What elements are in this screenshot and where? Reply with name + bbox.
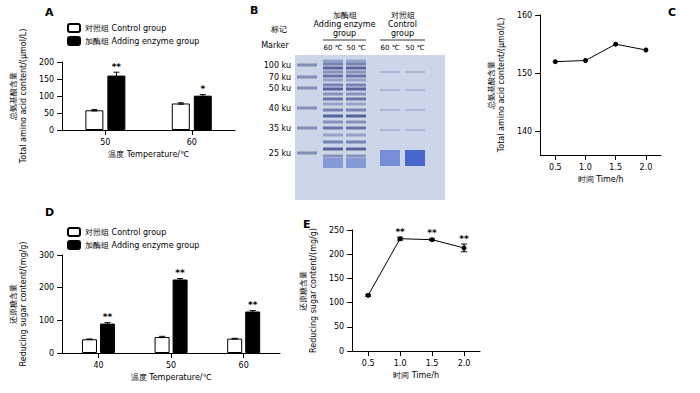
svg-text:35 ku: 35 ku: [269, 124, 291, 133]
svg-text:200: 200: [39, 58, 54, 67]
svg-text:150: 150: [329, 274, 344, 283]
svg-text:总氨基酸含量: 总氨基酸含量: [9, 72, 18, 121]
svg-text:0.5: 0.5: [549, 163, 562, 172]
svg-text:温度 Temperature/℃: 温度 Temperature/℃: [108, 150, 189, 159]
svg-text:**: **: [427, 228, 437, 238]
svg-text:160: 160: [517, 11, 532, 20]
svg-text:Total amino acid content/(μmol: Total amino acid content/(μmol/L): [19, 29, 28, 165]
svg-text:0: 0: [49, 126, 54, 135]
svg-text:*: *: [200, 84, 205, 94]
svg-text:Total amino acid content/(μmol: Total amino acid content/(μmol/L): [497, 18, 506, 154]
svg-text:50: 50: [166, 361, 176, 370]
svg-text:时间 Time/h: 时间 Time/h: [578, 175, 624, 184]
svg-text:200: 200: [329, 250, 344, 259]
svg-text:**: **: [395, 227, 405, 237]
svg-text:100: 100: [39, 316, 54, 325]
svg-text:100: 100: [329, 298, 344, 307]
svg-text:D: D: [45, 206, 54, 219]
svg-text:40: 40: [93, 361, 103, 370]
svg-text:0.5: 0.5: [362, 359, 375, 368]
svg-text:**: **: [103, 312, 113, 322]
svg-text:60 ℃: 60 ℃: [381, 44, 400, 52]
svg-text:25 ku: 25 ku: [269, 149, 291, 158]
svg-text:50: 50: [44, 109, 54, 118]
svg-text:**: **: [248, 300, 258, 310]
svg-text:300: 300: [39, 251, 54, 260]
svg-text:对照组Controlgroup: 对照组Controlgroup: [388, 11, 417, 38]
svg-text:B: B: [250, 4, 258, 17]
svg-text:50 ku: 50 ku: [269, 84, 291, 93]
svg-text:加酶组 Adding enzyme group: 加酶组 Adding enzyme group: [85, 241, 199, 250]
svg-text:对照组 Control group: 对照组 Control group: [85, 228, 166, 237]
svg-text:2.0: 2.0: [458, 359, 471, 368]
svg-text:总氨基酸含量: 总氨基酸含量: [487, 61, 496, 110]
svg-text:E: E: [303, 218, 311, 231]
svg-text:140: 140: [517, 127, 532, 136]
svg-text:50 ℃: 50 ℃: [347, 44, 366, 52]
svg-text:Marker: Marker: [261, 41, 289, 50]
svg-text:50 ℃: 50 ℃: [406, 44, 425, 52]
svg-text:标记: 标记: [270, 25, 287, 34]
svg-text:Reducing sugar content/(mg/g): Reducing sugar content/(mg/g): [19, 242, 28, 367]
svg-text:60 ℃: 60 ℃: [324, 44, 343, 52]
svg-text:1.5: 1.5: [609, 163, 622, 172]
svg-text:100: 100: [39, 92, 54, 101]
svg-text:200: 200: [39, 283, 54, 292]
svg-text:A: A: [45, 6, 54, 19]
svg-text:60: 60: [239, 361, 249, 370]
svg-text:150: 150: [517, 69, 532, 78]
svg-text:Reducing sugar content/(mg/g): Reducing sugar content/(mg/g): [309, 228, 318, 353]
svg-text:C: C: [668, 6, 676, 19]
svg-text:**: **: [459, 234, 469, 244]
svg-text:50: 50: [100, 138, 110, 147]
svg-text:还原糖含量: 还原糖含量: [9, 284, 18, 324]
svg-text:60: 60: [187, 138, 197, 147]
svg-text:温度 Temperature/℃: 温度 Temperature/℃: [131, 373, 212, 382]
svg-text:1.0: 1.0: [579, 163, 592, 172]
svg-text:1.5: 1.5: [426, 359, 439, 368]
svg-text:100 ku: 100 ku: [264, 61, 291, 70]
svg-text:0: 0: [339, 347, 344, 356]
svg-text:150: 150: [39, 75, 54, 84]
svg-text:0: 0: [49, 349, 54, 358]
svg-text:还原糖含量: 还原糖含量: [299, 271, 308, 311]
svg-text:**: **: [175, 268, 185, 278]
svg-text:加酶组Adding enzymegroup: 加酶组Adding enzymegroup: [313, 11, 375, 38]
svg-text:对照组 Control group: 对照组 Control group: [85, 24, 166, 33]
svg-text:时间 Time/h: 时间 Time/h: [393, 371, 439, 380]
svg-text:50: 50: [334, 322, 344, 331]
svg-text:250: 250: [329, 226, 344, 235]
svg-text:40 ku: 40 ku: [269, 104, 291, 113]
svg-text:**: **: [112, 62, 122, 72]
svg-text:1.0: 1.0: [394, 359, 407, 368]
svg-text:加酶组 Adding enzyme group: 加酶组 Adding enzyme group: [85, 37, 199, 46]
svg-text:70 ku: 70 ku: [269, 73, 291, 82]
svg-text:2.0: 2.0: [640, 163, 653, 172]
